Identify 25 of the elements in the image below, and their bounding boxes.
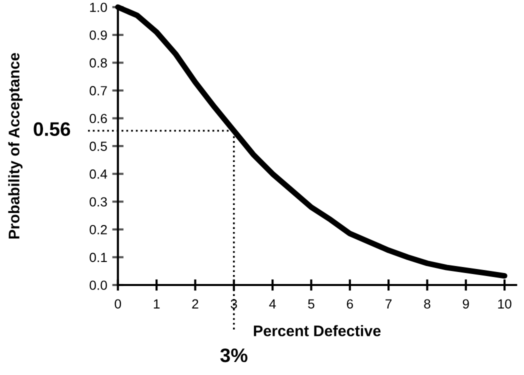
y-tick-label: 1.0 xyxy=(90,2,107,12)
x-axis-title: Percent Defective xyxy=(254,325,381,336)
y-tick-label: 0.1 xyxy=(90,252,107,262)
ref-line-label: 0.56 xyxy=(34,122,70,136)
y-tick-label: 0.7 xyxy=(90,86,107,96)
x-tick-label: 1 xyxy=(154,299,160,308)
y-tick-label: 0.5 xyxy=(90,142,107,151)
x-tick-label: 5 xyxy=(308,299,314,309)
x-tick-label: 9 xyxy=(462,299,469,309)
y-axis-title: Probability of Acceptance xyxy=(8,53,22,239)
x-tick-label: 4 xyxy=(269,299,276,308)
y-tick-label: 0.9 xyxy=(90,30,107,40)
ref-line-label: 3% xyxy=(220,348,248,362)
y-tick-label: 0.2 xyxy=(90,224,107,234)
x-tick-label: 0 xyxy=(114,299,122,309)
x-tick-label: 8 xyxy=(424,299,430,309)
y-tick-label: 0.3 xyxy=(90,197,107,207)
y-tick-label: 0.8 xyxy=(90,58,107,68)
y-tick-label: 0.0 xyxy=(90,280,107,290)
y-tick-label: 0.6 xyxy=(90,114,107,124)
x-tick-label: 10 xyxy=(498,299,512,309)
x-tick-label: 2 xyxy=(192,299,198,308)
y-tick-label: 0.4 xyxy=(90,169,108,179)
x-tick-label: 6 xyxy=(346,299,353,309)
x-tick-label: 7 xyxy=(386,299,392,308)
